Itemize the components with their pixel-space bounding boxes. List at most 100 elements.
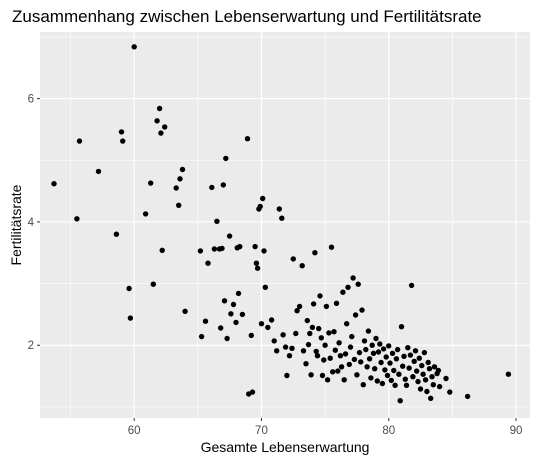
data-point xyxy=(369,342,375,348)
data-point xyxy=(248,332,254,339)
data-point xyxy=(220,182,226,188)
data-point xyxy=(402,376,408,382)
data-point xyxy=(338,364,345,370)
data-point xyxy=(464,393,471,400)
y-tick-label: 2 xyxy=(28,340,34,352)
data-point xyxy=(221,298,228,304)
data-point xyxy=(345,284,351,290)
data-point xyxy=(378,359,384,366)
data-point xyxy=(425,359,431,366)
data-point xyxy=(218,325,224,331)
data-point xyxy=(239,311,246,318)
data-point xyxy=(244,136,251,142)
data-point xyxy=(352,312,359,318)
data-point xyxy=(365,328,372,334)
x-tick-label: 70 xyxy=(255,425,268,437)
data-point xyxy=(293,330,299,337)
data-point xyxy=(414,368,420,374)
data-point xyxy=(228,311,234,317)
data-point xyxy=(400,363,406,369)
data-point xyxy=(401,353,407,359)
data-point xyxy=(313,348,319,355)
data-point xyxy=(372,366,378,372)
data-point xyxy=(209,184,215,191)
data-point xyxy=(366,356,373,362)
data-point xyxy=(327,355,333,361)
data-point xyxy=(417,386,424,392)
x-tick-label: 80 xyxy=(382,425,395,437)
data-point xyxy=(341,377,347,383)
data-point xyxy=(260,195,266,202)
data-point xyxy=(286,353,293,359)
data-point xyxy=(131,44,137,50)
data-point xyxy=(303,361,309,367)
data-point xyxy=(408,282,415,289)
data-point xyxy=(383,354,389,360)
data-point xyxy=(382,367,388,373)
data-point xyxy=(384,372,391,379)
data-point xyxy=(405,345,411,351)
data-point xyxy=(396,371,402,377)
data-point xyxy=(323,303,330,310)
data-point xyxy=(312,250,318,256)
data-point xyxy=(51,181,57,187)
data-point xyxy=(391,367,397,374)
data-point xyxy=(368,375,374,381)
x-tick-label: 90 xyxy=(510,425,523,437)
data-point xyxy=(406,365,412,371)
data-point xyxy=(126,285,132,292)
data-point xyxy=(237,243,243,250)
data-point xyxy=(328,244,335,250)
data-points xyxy=(51,44,512,404)
data-point xyxy=(316,325,322,332)
data-point xyxy=(252,243,258,250)
data-point xyxy=(359,307,365,313)
data-point xyxy=(349,333,355,340)
data-point xyxy=(284,372,290,379)
data-point xyxy=(205,260,211,266)
data-point xyxy=(261,248,267,254)
data-point xyxy=(262,284,268,290)
data-point xyxy=(317,293,323,299)
data-point xyxy=(370,350,377,356)
data-point xyxy=(223,155,229,162)
data-point xyxy=(321,357,327,363)
data-point xyxy=(388,377,394,384)
data-point xyxy=(350,275,356,281)
data-point xyxy=(142,211,149,217)
data-point xyxy=(158,130,164,136)
data-point xyxy=(224,335,230,342)
data-point xyxy=(398,324,405,330)
minor-gridlines xyxy=(40,32,530,418)
data-point xyxy=(364,364,370,370)
x-tick-label: 60 xyxy=(128,425,141,437)
data-point xyxy=(159,247,165,253)
y-axis-title: Fertilitätsrate xyxy=(8,184,24,265)
data-point xyxy=(347,344,354,350)
y-tick-label: 4 xyxy=(28,217,35,229)
data-point xyxy=(156,105,163,112)
data-point xyxy=(392,382,398,388)
data-point xyxy=(412,348,419,354)
data-point xyxy=(363,346,369,353)
data-point xyxy=(265,324,271,331)
data-point xyxy=(173,185,179,191)
data-point xyxy=(355,281,361,287)
data-point xyxy=(431,364,438,370)
data-point xyxy=(322,342,328,348)
data-point xyxy=(182,308,188,314)
data-point xyxy=(429,374,435,380)
data-point xyxy=(428,395,434,401)
data-point xyxy=(389,350,396,356)
data-point xyxy=(258,321,265,327)
data-point xyxy=(294,308,300,314)
data-point xyxy=(176,202,182,208)
data-point xyxy=(276,206,282,212)
data-point xyxy=(336,340,342,346)
data-point xyxy=(289,345,295,351)
data-point xyxy=(235,290,242,297)
data-point xyxy=(443,375,449,382)
data-point xyxy=(410,374,416,380)
data-point xyxy=(330,369,336,375)
data-point xyxy=(300,348,307,354)
